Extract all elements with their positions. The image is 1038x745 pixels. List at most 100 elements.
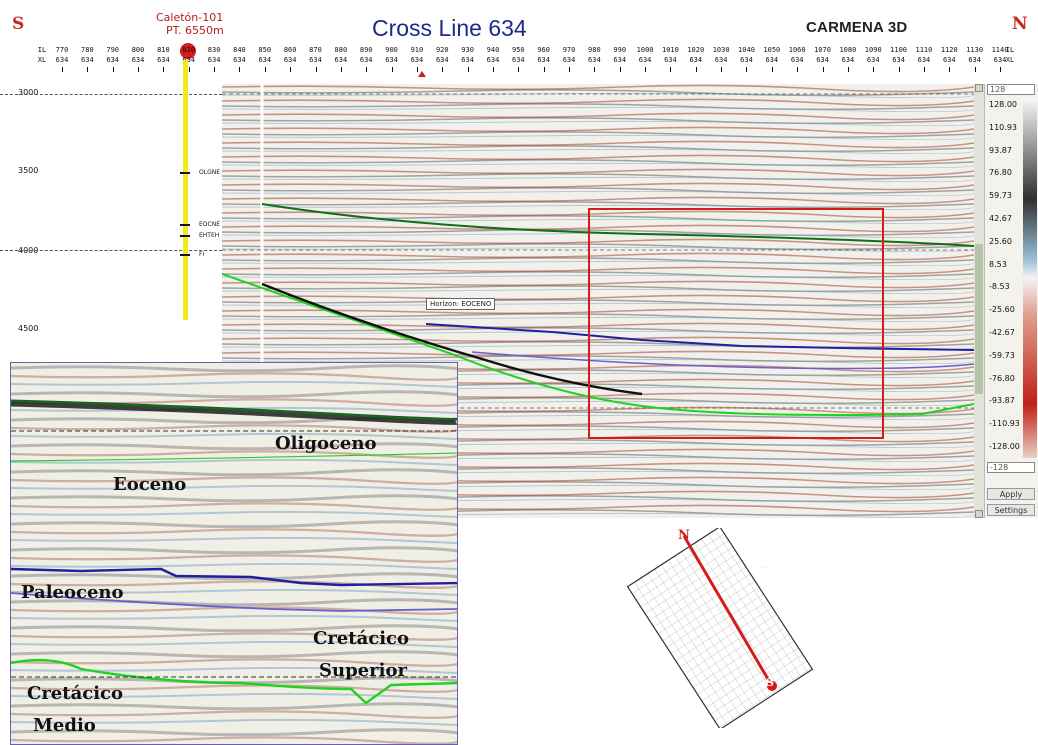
color-max-input[interactable]: 128: [987, 84, 1035, 95]
header-bar: S N Cross Line 634 CARMENA 3D Caletón-10…: [0, 0, 1038, 92]
crossline-tick-label: 634: [917, 56, 931, 64]
crossline-tick-label: 634: [106, 56, 120, 64]
color-scale-panel: 128 128.00 110.93 93.87 76.80 59.73 42.67 25.6…: [984, 84, 1038, 518]
svg-text:· ·: · ·: [770, 605, 773, 609]
tick-mark: [518, 67, 520, 72]
inline-tick-label: 770: [55, 46, 69, 54]
inline-tick-label: 790: [106, 46, 120, 54]
inline-tick-label: 960: [537, 46, 550, 54]
zoom-area-box: [588, 208, 884, 439]
tick-mark: [1000, 67, 1001, 72]
time-line-3000: [0, 94, 222, 95]
tick-mark: [138, 67, 140, 72]
color-scale-value: -42.67: [989, 328, 1015, 337]
tick-mark: [214, 67, 216, 72]
crossline-tick-label: 634: [207, 56, 221, 64]
inline-tick-label: 940: [486, 46, 500, 54]
crossline-tick-label: 634: [942, 56, 956, 64]
crossline-tick-label: 634: [334, 56, 348, 64]
color-scale-value: 110.93: [989, 122, 1017, 132]
inline-tick-label: 1060: [788, 46, 806, 54]
well-name: Caletón-101: [156, 11, 224, 24]
tick-mark: [797, 67, 799, 72]
map-south-label: S: [766, 676, 774, 689]
inline-tick-label: 970: [562, 46, 576, 54]
color-min-input[interactable]: -128: [987, 462, 1035, 473]
settings-button[interactable]: Settings: [987, 504, 1035, 516]
seismic-section[interactable]: [222, 84, 974, 518]
crossline-tick-label: 634: [562, 56, 576, 64]
scroll-down-icon[interactable]: [975, 510, 983, 518]
axis-row2-label-right: XL: [1005, 56, 1015, 64]
inline-tick-label: 950: [511, 46, 525, 54]
time-label: 3500: [18, 166, 39, 175]
tick-mark: [974, 67, 976, 72]
tick-mark: [264, 67, 266, 72]
crossline-tick-label: 634: [157, 56, 170, 64]
formation-label: Cretácico: [313, 628, 410, 649]
color-scale-value: 8.53: [989, 259, 1007, 269]
inline-tick-label: 990: [613, 46, 627, 54]
crossline-tick-label: 634: [81, 56, 94, 64]
color-scale-value: 59.73: [989, 191, 1012, 201]
formation-label: Medio: [33, 715, 96, 736]
crossline-tick-label: 634: [537, 56, 550, 64]
color-scale-value: -93.87: [989, 396, 1015, 406]
well-marker-icon[interactable]: [180, 43, 196, 59]
well-trajectory: [183, 60, 188, 320]
vertical-scrollbar[interactable]: [974, 84, 984, 518]
inline-tick-label: 780: [81, 46, 94, 54]
inline-tick-label: 1110: [915, 46, 933, 54]
tick-mark: [847, 67, 849, 72]
crossline-tick-label: 634: [461, 56, 474, 64]
scroll-thumb[interactable]: [975, 244, 983, 394]
tick-mark: [416, 67, 418, 72]
color-scale-value: -25.60: [989, 305, 1015, 315]
formation-label: Paleoceno: [21, 582, 124, 603]
crossline-tick-label: 634: [841, 56, 855, 64]
crossline-tick-label: 634: [182, 56, 196, 64]
inline-tick-label: 870: [309, 46, 322, 54]
crossline-tick-label: 634: [993, 56, 1007, 64]
tick-mark: [923, 67, 925, 72]
color-scale-value: -8.53: [989, 282, 1010, 292]
tick-mark: [670, 67, 672, 72]
inline-tick-label: 920: [435, 46, 449, 54]
color-scale-value: -59.73: [989, 350, 1015, 360]
time-label: 4500: [18, 324, 39, 333]
inline-tick-label: 880: [334, 46, 348, 54]
tick-mark: [746, 67, 748, 72]
tick-mark: [442, 67, 444, 72]
survey-name: CARMENA 3D: [806, 19, 908, 36]
crossline-tick-label: 634: [359, 56, 373, 64]
tick-mark: [62, 67, 63, 72]
seismic-image: [222, 84, 974, 518]
tick-mark: [543, 67, 545, 72]
inline-tick-label: 900: [385, 46, 398, 54]
tick-mark: [315, 67, 317, 72]
inline-tick-label: 840: [233, 46, 246, 54]
crossline-tick-label: 634: [689, 56, 703, 64]
crossline-tick-label: 634: [613, 56, 627, 64]
color-scale-value: -128.00: [989, 442, 1020, 451]
time-label: 3000: [18, 88, 39, 97]
crossline-tick-label: 634: [258, 56, 272, 64]
inline-tick-label: 860: [283, 46, 297, 54]
formation-label: Cretácico: [27, 683, 124, 704]
crossline-tick-label: 634: [435, 56, 449, 64]
crossline-tick-label: 634: [511, 56, 525, 64]
crossline-tick-label: 634: [765, 56, 779, 64]
tick-mark: [340, 67, 342, 72]
axis-row2-label: XL: [37, 56, 47, 64]
apply-button[interactable]: Apply: [987, 488, 1035, 500]
tick-mark: [112, 67, 114, 72]
tick-mark: [467, 67, 469, 72]
color-scale-bar: [1023, 98, 1037, 458]
inline-tick-label: 1040: [738, 46, 755, 54]
tick-mark: [188, 67, 190, 72]
crossline-tick-label: 634: [588, 56, 601, 64]
inline-tick-label: 980: [588, 46, 601, 54]
scroll-up-icon[interactable]: [975, 84, 983, 92]
tick-mark: [771, 67, 773, 72]
svg-text:· · · ·: · · · ·: [760, 565, 767, 569]
